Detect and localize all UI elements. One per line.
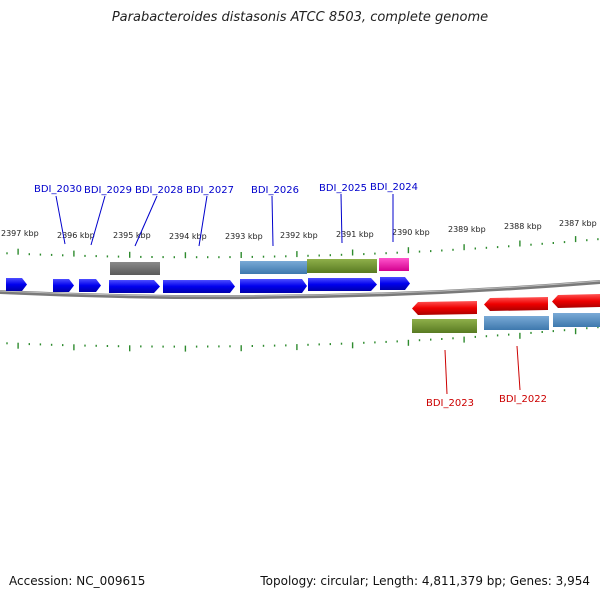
gene-arrow-forward[interactable] — [308, 278, 377, 291]
scale-label: 2388 kbp — [504, 222, 542, 231]
gene-label[interactable]: BDI_2022 — [499, 394, 547, 405]
gene-arrow-forward[interactable] — [79, 279, 101, 292]
gene-arrow-forward[interactable] — [109, 280, 160, 293]
genome-backbone-highlight — [0, 280, 600, 297]
reverse-gene-labels: BDI_2023 BDI_2022 — [426, 394, 547, 409]
gene-label[interactable]: BDI_2024 — [370, 182, 418, 193]
leader-line — [444, 349, 448, 395]
scale-ticks-top — [6, 236, 599, 259]
cog-bar — [484, 316, 549, 330]
scale-ticks-bottom — [6, 326, 599, 352]
scale-label: 2390 kbp — [392, 228, 430, 237]
leader-line — [90, 195, 106, 246]
topology-text: Topology: circular; Length: 4,811,379 bp… — [260, 574, 590, 588]
scale-labels: 2397 kbp 2396 kbp 2395 kbp 2394 kbp 2393… — [1, 219, 597, 241]
gene-label[interactable]: BDI_2023 — [426, 398, 474, 409]
genome-backbone — [0, 280, 600, 300]
gene-arrow-forward[interactable] — [53, 279, 74, 292]
leader-line — [134, 195, 158, 247]
cog-bar — [379, 258, 409, 271]
gene-arrow-reverse[interactable] — [484, 297, 548, 311]
reverse-label-leaders — [444, 345, 521, 395]
scale-label: 2391 kbp — [336, 230, 374, 239]
reverse-genes — [412, 294, 600, 315]
gene-arrow-reverse[interactable] — [552, 294, 600, 308]
gene-label[interactable]: BDI_2025 — [319, 183, 367, 194]
gene-arrow-forward[interactable] — [240, 279, 307, 293]
cog-bar — [412, 319, 477, 333]
scale-label: 2396 kbp — [57, 231, 95, 240]
gene-label[interactable]: BDI_2026 — [251, 185, 299, 196]
gene-arrow-reverse[interactable] — [412, 301, 477, 315]
accession-text: Accession: NC_009615 — [9, 574, 146, 588]
scale-label: 2389 kbp — [448, 225, 486, 234]
cog-bar — [110, 262, 160, 275]
scale-label: 2397 kbp — [1, 229, 39, 238]
forward-gene-labels: BDI_2030 BDI_2029 BDI_2028 BDI_2027 BDI_… — [34, 182, 418, 196]
forward-label-leaders — [55, 193, 394, 247]
leader-line — [271, 195, 274, 247]
leader-line — [340, 193, 343, 244]
gene-label[interactable]: BDI_2029 — [84, 185, 132, 196]
leader-line — [55, 195, 66, 245]
gene-label[interactable]: BDI_2030 — [34, 184, 82, 195]
gene-arrow-forward[interactable] — [163, 280, 235, 293]
cog-bar — [553, 313, 600, 327]
scale-label: 2392 kbp — [280, 231, 318, 240]
leader-line — [198, 195, 208, 247]
gene-arrow-forward[interactable] — [380, 277, 410, 290]
scale-label: 2394 kbp — [169, 232, 207, 241]
scale-label: 2393 kbp — [225, 232, 263, 241]
gene-label[interactable]: BDI_2028 — [135, 185, 183, 196]
cog-bar — [307, 259, 377, 273]
gene-arrow-forward[interactable] — [6, 278, 27, 291]
cog-bar — [240, 261, 307, 274]
gene-label[interactable]: BDI_2027 — [186, 185, 234, 196]
leader-line — [516, 345, 521, 391]
forward-genes — [6, 277, 410, 293]
scale-label: 2395 kbp — [113, 231, 151, 240]
scale-label: 2387 kbp — [559, 219, 597, 228]
genome-title: Parabacteroides distasonis ATCC 8503, co… — [111, 10, 489, 25]
